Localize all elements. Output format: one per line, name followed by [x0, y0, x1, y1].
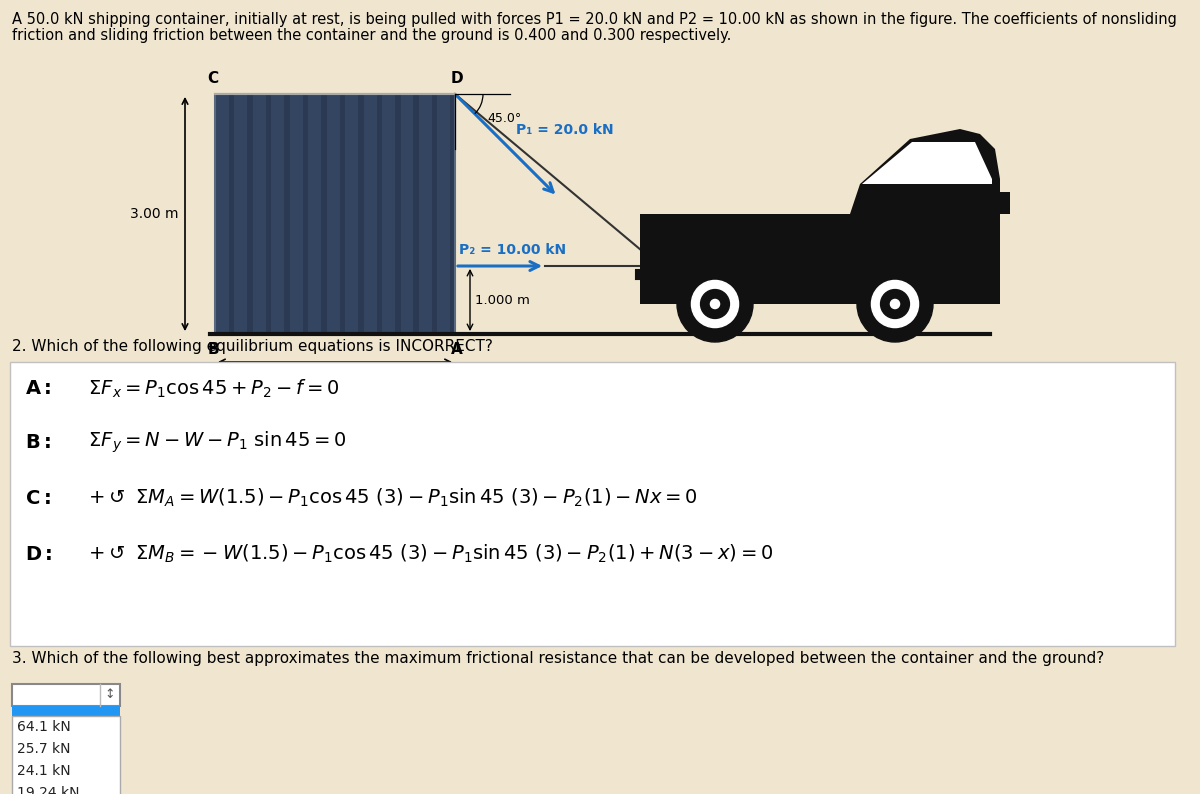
- Text: $\mathbf{A:}$: $\mathbf{A:}$: [25, 380, 52, 399]
- Bar: [364, 94, 377, 334]
- Bar: [234, 94, 247, 334]
- Bar: [998, 192, 1010, 214]
- Text: $\mathbf{B:}$: $\mathbf{B:}$: [25, 433, 52, 452]
- Bar: [253, 94, 265, 334]
- Text: D: D: [451, 71, 463, 86]
- Text: ↕: ↕: [104, 688, 115, 702]
- Text: 3.00 m: 3.00 m: [311, 368, 359, 382]
- Text: 2. Which of the following equilibrium equations is INCORRECT?: 2. Which of the following equilibrium eq…: [12, 339, 493, 354]
- Bar: [12, 716, 120, 794]
- Text: 25.7 kN: 25.7 kN: [17, 742, 71, 756]
- Text: $\mathbf{C:}$: $\mathbf{C:}$: [25, 488, 50, 507]
- Circle shape: [890, 299, 900, 309]
- Circle shape: [857, 266, 934, 342]
- Bar: [12, 684, 120, 706]
- Bar: [216, 94, 229, 334]
- Circle shape: [677, 266, 754, 342]
- Text: B: B: [208, 342, 218, 357]
- Text: 1.000 m: 1.000 m: [475, 294, 530, 306]
- Bar: [346, 94, 358, 334]
- Bar: [10, 362, 1175, 646]
- Bar: [215, 94, 455, 334]
- Text: $\Sigma F_y = N - W - P_1\ \sin 45 = 0$: $\Sigma F_y = N - W - P_1\ \sin 45 = 0$: [70, 430, 347, 455]
- Bar: [289, 94, 302, 334]
- Bar: [271, 94, 284, 334]
- Text: 3.00 m: 3.00 m: [131, 207, 179, 221]
- Text: C: C: [208, 71, 218, 86]
- Polygon shape: [862, 142, 992, 184]
- Circle shape: [691, 280, 738, 328]
- Text: $+\circlearrowleft\ \Sigma M_A = W(1.5) - P_1 \cos 45\ (3) - P_1 \sin 45\ (3) - : $+\circlearrowleft\ \Sigma M_A = W(1.5) …: [70, 487, 697, 509]
- Polygon shape: [850, 129, 1000, 304]
- Circle shape: [701, 290, 730, 318]
- Text: 45.0°: 45.0°: [487, 112, 521, 125]
- Text: friction and sliding friction between the container and the ground is 0.400 and : friction and sliding friction between th…: [12, 28, 731, 43]
- Bar: [326, 94, 340, 334]
- Text: 19.24 kN: 19.24 kN: [17, 786, 79, 794]
- Bar: [419, 94, 432, 334]
- Text: $+\circlearrowleft\ \Sigma M_B = -W(1.5) - P_1 \cos 45\ (3) - P_1 \sin 45\ (3) -: $+\circlearrowleft\ \Sigma M_B = -W(1.5)…: [70, 543, 773, 565]
- Text: $\mathbf{D:}$: $\mathbf{D:}$: [25, 545, 53, 564]
- Bar: [12, 706, 120, 716]
- Bar: [382, 94, 395, 334]
- Text: A: A: [451, 342, 463, 357]
- Bar: [640, 214, 950, 304]
- Text: 3. Which of the following best approximates the maximum frictional resistance th: 3. Which of the following best approxima…: [12, 651, 1104, 666]
- Circle shape: [881, 290, 910, 318]
- Circle shape: [871, 280, 918, 328]
- Bar: [438, 94, 450, 334]
- Text: 24.1 kN: 24.1 kN: [17, 764, 71, 778]
- Bar: [401, 94, 414, 334]
- Text: 64.1 kN: 64.1 kN: [17, 720, 71, 734]
- Text: A 50.0 kN shipping container, initially at rest, is being pulled with forces P1 : A 50.0 kN shipping container, initially …: [12, 12, 1177, 27]
- Text: P₁ = 20.0 kN: P₁ = 20.0 kN: [516, 123, 614, 137]
- Text: P₂ = 10.00 kN: P₂ = 10.00 kN: [458, 243, 566, 257]
- Circle shape: [710, 299, 720, 309]
- Text: $\Sigma F_x = P_1 \cos 45 + P_2 - f = 0$: $\Sigma F_x = P_1 \cos 45 + P_2 - f = 0$: [70, 378, 340, 400]
- Bar: [308, 94, 322, 334]
